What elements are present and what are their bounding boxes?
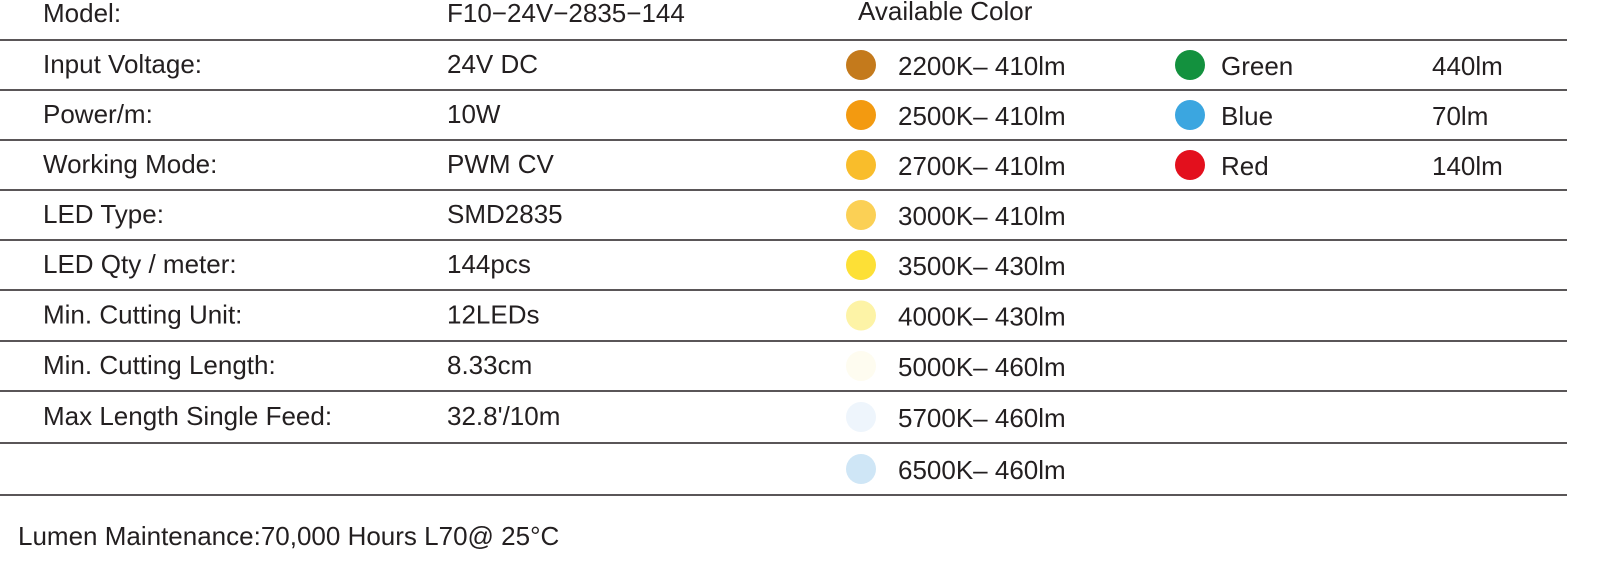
color-swatch (846, 402, 876, 432)
cct-label: 2700K– 410lm (898, 151, 1066, 181)
spec-label: Min. Cutting Length: (43, 350, 276, 380)
rgb-name: Red (1221, 151, 1269, 181)
spec-label: Working Mode: (43, 149, 217, 179)
model-value: F10−24V−2835−144 (447, 0, 685, 28)
spec-label: LED Qty / meter: (43, 249, 237, 279)
cct-label: 4000K– 430lm (898, 301, 1066, 331)
spec-value: 32.8'/10m (447, 401, 560, 431)
color-swatch (846, 100, 876, 130)
cct-label: 3500K– 430lm (898, 251, 1066, 281)
spec-value: 10W (447, 99, 501, 129)
cct-label: 2500K– 410lm (898, 101, 1066, 131)
spec-value: 12LEDs (447, 299, 540, 329)
rgb-name: Green (1221, 51, 1293, 81)
spec-label: Min. Cutting Unit: (43, 299, 242, 329)
rgb-name: Blue (1221, 101, 1273, 131)
color-swatch (1175, 150, 1205, 180)
color-swatch (846, 200, 876, 230)
spec-value: 8.33cm (447, 350, 532, 380)
color-swatch (846, 300, 876, 331)
color-swatch (1175, 100, 1205, 130)
available-color-heading: Available Color (858, 0, 1033, 26)
spec-label: LED Type: (43, 199, 164, 229)
color-swatch (846, 454, 876, 484)
color-swatch (846, 150, 876, 180)
cct-label: 3000K– 410lm (898, 201, 1066, 231)
cct-label: 6500K– 460lm (898, 455, 1066, 485)
spec-label: Input Voltage: (43, 49, 202, 79)
spec-label: Power/m: (43, 99, 153, 129)
footer-note: Lumen Maintenance:70,000 Hours L70@ 25°C (18, 521, 559, 551)
color-swatch (846, 50, 876, 80)
spec-value: 144pcs (447, 249, 531, 279)
color-swatch (1175, 50, 1205, 80)
model-label: Model: (43, 0, 121, 28)
spec-value: 24V DC (447, 49, 538, 79)
color-swatch (846, 250, 876, 280)
spec-label: Max Length Single Feed: (43, 401, 332, 431)
cct-label: 2200K– 410lm (898, 51, 1066, 81)
rgb-lumen: 70lm (1432, 101, 1488, 131)
cct-label: 5700K– 460lm (898, 403, 1066, 433)
spec-value: SMD2835 (447, 199, 563, 229)
rgb-lumen: 440lm (1432, 51, 1503, 81)
rgb-lumen: 140lm (1432, 151, 1503, 181)
cct-label: 5000K– 460lm (898, 352, 1066, 382)
spec-value: PWM CV (447, 149, 555, 179)
color-swatch (846, 351, 876, 381)
